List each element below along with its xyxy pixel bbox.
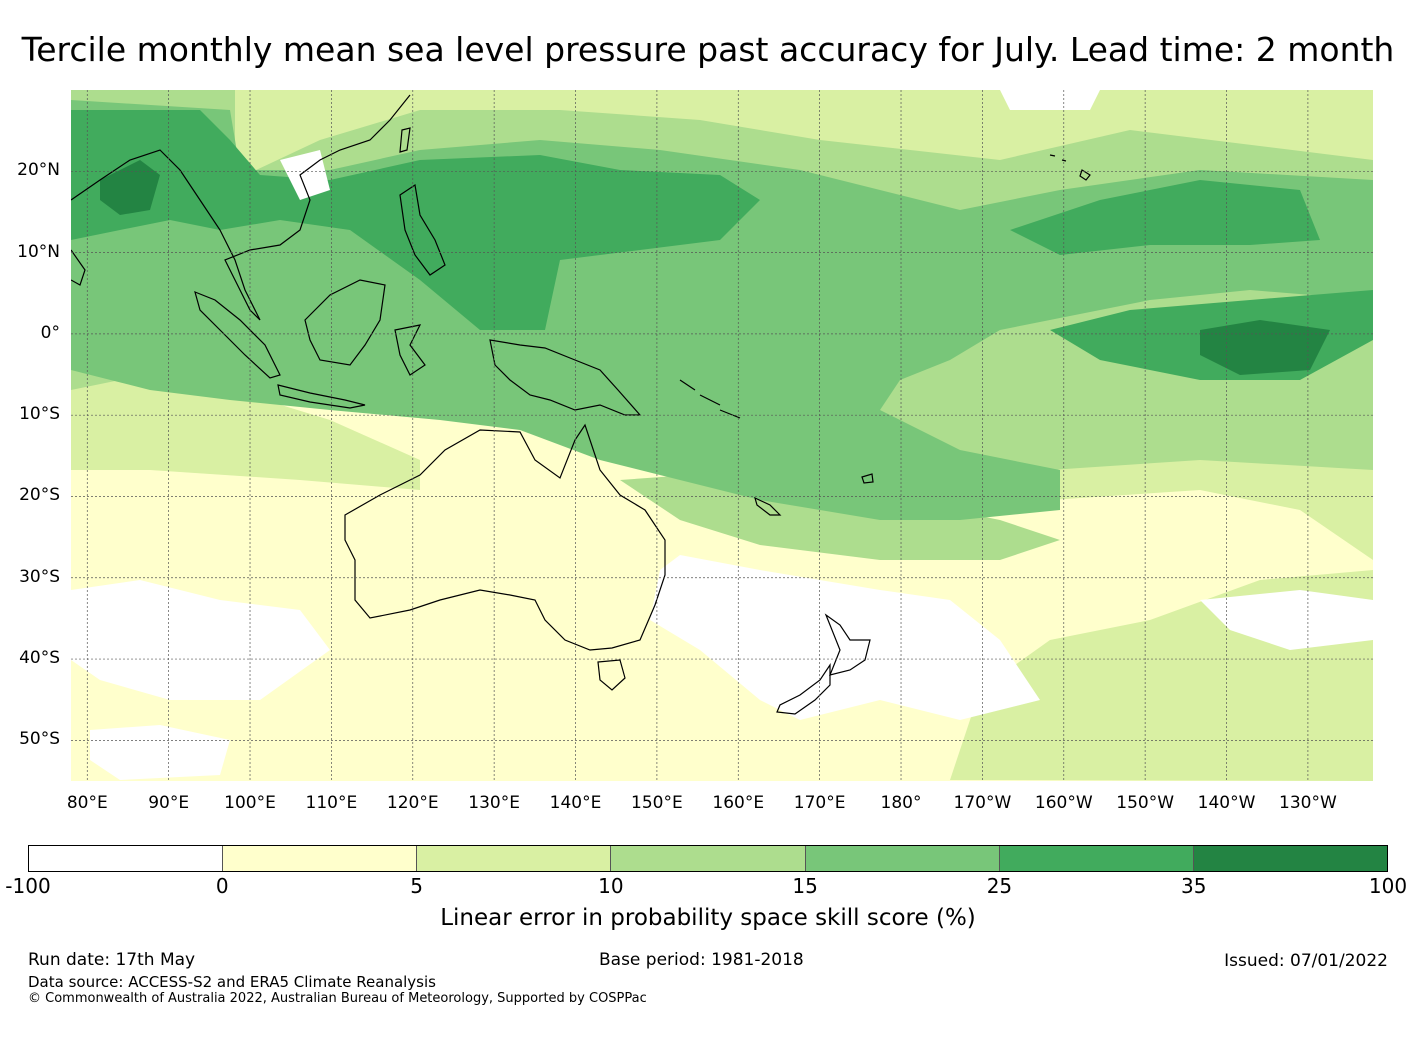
skill-zone-25-35 xyxy=(1010,180,1320,255)
java-coastline xyxy=(277,384,366,409)
longitude-label: 90°E xyxy=(148,793,190,813)
colorbar-segment xyxy=(805,846,1000,871)
skill-zone-35-100 xyxy=(100,160,160,215)
colorbar-segment xyxy=(611,846,806,871)
latitude-label: 50°S xyxy=(19,729,60,750)
latitude-label: 20°N xyxy=(17,160,60,181)
colorbar-segment xyxy=(417,846,612,871)
colorbar-tick-label: 100 xyxy=(1368,874,1408,898)
colorbar-segment xyxy=(223,846,418,871)
australia-coastline xyxy=(344,423,666,651)
longitude-label: 170°E xyxy=(793,793,846,813)
skill-zone-negative xyxy=(71,580,330,700)
copyright: © Commonwealth of Australia 2022, Austra… xyxy=(28,991,647,1006)
longitude-label: 160°W xyxy=(1034,793,1093,813)
skill-zone-negative xyxy=(1000,90,1100,110)
colorbar-tick-label: 25 xyxy=(986,874,1013,898)
colorbar-segment xyxy=(999,846,1194,871)
longitude-label: 140°W xyxy=(1197,793,1256,813)
skill-zone-5-10 xyxy=(71,380,420,490)
philippines-coastline xyxy=(399,183,446,276)
base-period: Base period: 1981-2018 xyxy=(599,950,804,970)
longitude-label: 150°E xyxy=(631,793,683,813)
data-source: Data source: ACCESS-S2 and ERA5 Climate … xyxy=(28,973,436,991)
longitude-label: 120°E xyxy=(386,793,439,813)
issued-date: Issued: 07/01/2022 xyxy=(1224,951,1388,971)
longitude-label: 150°W xyxy=(1116,793,1175,813)
longitude-label: 130°W xyxy=(1279,793,1337,813)
hawaii-coastline xyxy=(1049,154,1091,181)
longitude-label: 110°E xyxy=(305,793,358,813)
new-zealand-south-coastline xyxy=(776,663,831,715)
longitude-label: 170°W xyxy=(953,793,1012,813)
skill-zone-negative xyxy=(650,555,1040,720)
colorbar-tick-label: 35 xyxy=(1180,874,1207,898)
longitude-label: 100°E xyxy=(224,793,276,813)
new-zealand-north-coastline xyxy=(824,613,871,676)
latitude-label: 30°S xyxy=(19,566,60,587)
fiji-coastline xyxy=(861,473,874,484)
longitude-label: 130°E xyxy=(468,793,520,813)
tasmania-coastline xyxy=(597,659,626,691)
latitude-label: 10°N xyxy=(17,241,60,262)
longitude-label: 160°E xyxy=(712,793,765,813)
solomon-islands-coastline xyxy=(679,379,741,419)
longitude-label: 80°E xyxy=(66,793,108,813)
run-date: Run date: 17th May xyxy=(28,950,196,970)
colorbar-tick-label: 0 xyxy=(215,874,229,898)
latitude-label: 0° xyxy=(40,322,60,343)
skill-zone-negative xyxy=(90,725,230,780)
colorbar-tick-label: 5 xyxy=(410,874,423,898)
coastlines xyxy=(71,94,1091,715)
longitude-label: 140°E xyxy=(549,793,602,813)
colorbar-tick-label: -100 xyxy=(5,874,51,898)
graticule xyxy=(71,90,1373,781)
india-coastline xyxy=(71,249,86,286)
sumatra-coastline xyxy=(194,290,281,379)
longitude-label: 180° xyxy=(880,793,922,813)
colorbar xyxy=(28,845,1388,872)
colorbar-segment xyxy=(29,846,224,871)
se-asia-coastline xyxy=(71,94,411,321)
new-caledonia-coastline xyxy=(754,496,782,516)
latitude-label: 20°S xyxy=(19,485,60,506)
colorbar-tick-label: 10 xyxy=(598,874,624,898)
colorbar-label: Linear error in probability space skill … xyxy=(440,905,976,931)
latitude-label: 10°S xyxy=(19,404,60,425)
colorbar-tick-label: 15 xyxy=(792,874,818,898)
sulawesi-coastline xyxy=(394,324,426,376)
skill-zone-negative xyxy=(1200,590,1373,650)
map-title: Tercile monthly mean sea level pressure … xyxy=(21,30,1395,69)
skill-zone-25-35 xyxy=(71,110,760,330)
latitude-label: 40°S xyxy=(19,648,60,669)
taiwan-coastline xyxy=(399,127,411,153)
colorbar-segment xyxy=(1193,846,1387,871)
borneo-coastline xyxy=(304,279,386,366)
